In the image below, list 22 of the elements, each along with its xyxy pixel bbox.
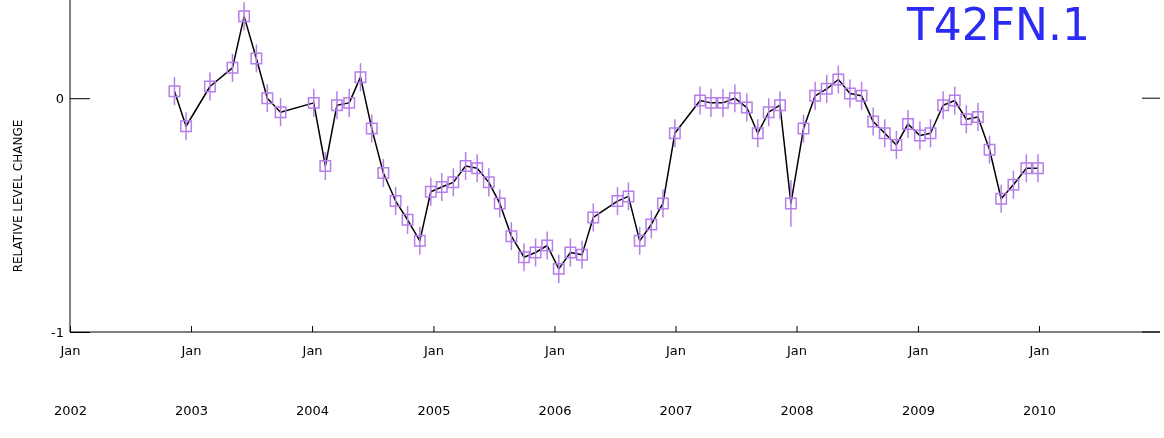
x2-tick-label: 2009: [901, 403, 935, 419]
x2-tick-label: 2006: [538, 403, 572, 419]
x2-tick-label: 2005: [417, 403, 451, 419]
x-tick-label: Jan: [665, 343, 687, 359]
x2-tick-label: 2010: [1022, 403, 1057, 419]
x-tick-label: Jan: [180, 343, 202, 359]
x-tick-label: Jan: [907, 343, 929, 359]
x2-tick-label: 2002: [53, 403, 88, 419]
x2-tick-label: 2003: [174, 403, 209, 419]
x2-tick-label: 2007: [659, 403, 693, 419]
x-tick-label: Jan: [543, 343, 565, 359]
x-tick-label: Jan: [422, 343, 444, 359]
x-tick-label: Jan: [786, 343, 808, 359]
y-tick-label: -1: [51, 324, 64, 340]
x-tick-label: Jan: [59, 343, 81, 359]
x-tick-label: Jan: [1028, 343, 1050, 359]
x2-tick-label: 2004: [296, 403, 330, 419]
x2-tick-label: 2008: [780, 403, 814, 419]
chart-title: T42FN.1: [905, 0, 1090, 50]
x-tick-label: Jan: [301, 343, 323, 359]
y-axis-title: RELATIVE LEVEL CHANGE: [11, 119, 25, 273]
y-tick-label: 0: [55, 90, 64, 106]
